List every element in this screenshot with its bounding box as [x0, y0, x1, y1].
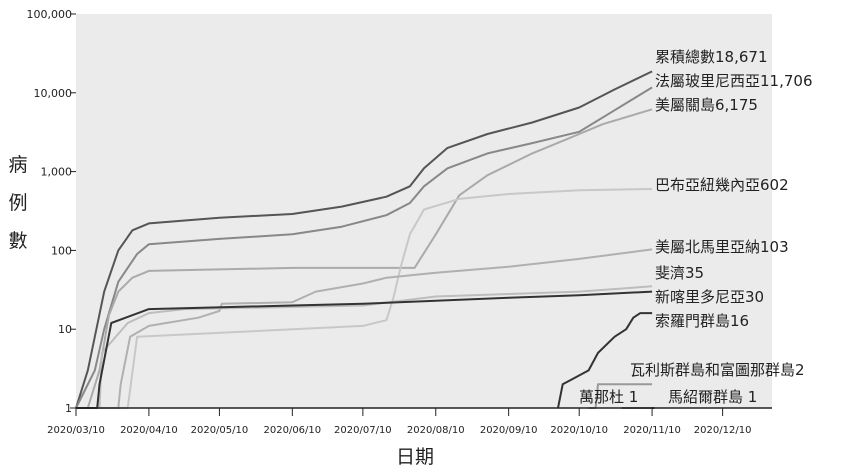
series-label-4: 巴布亞紐幾內亞602	[655, 176, 789, 194]
series-label-5: 美屬北馬里亞納103	[655, 238, 789, 256]
x-tick-label: 2020/11/10	[623, 425, 681, 436]
y-tick-label: 100	[51, 244, 72, 257]
y-tick-layer: 1 10 100 1,000 10,000 100,000	[27, 8, 76, 415]
series-label-7: 新喀里多尼亞30	[655, 288, 764, 306]
series-line-7	[76, 290, 653, 409]
series-line-4	[76, 188, 653, 409]
series-label-layer: 累積總數18,671 法屬玻里尼西亞11,706 美屬關島6,175 巴布亞紐幾內亞6…	[579, 48, 813, 406]
series-label-3: 美屬關島6,175	[655, 96, 758, 114]
y-tick-label: 10,000	[34, 87, 73, 100]
x-tick-layer: 2020/03/10 2020/04/10 2020/05/10 2020/06/10…	[47, 408, 751, 436]
x-tick-label: 2020/05/10	[191, 425, 249, 436]
y-tick-label: 1,000	[41, 166, 73, 179]
x-tick-label: 2020/12/10	[694, 425, 752, 436]
y-axis-title-char-2: 例	[8, 192, 28, 214]
y-axis-title-char-3: 數	[8, 230, 28, 252]
series-label-1: 累積總數18,671	[655, 48, 768, 66]
series-line-3	[76, 108, 653, 409]
x-tick-label: 2020/06/10	[264, 425, 322, 436]
y-tick-label: 10	[58, 323, 72, 336]
x-axis-title: 日期	[396, 446, 435, 468]
x-tick-label: 2020/04/10	[120, 425, 178, 436]
series-label-11: 馬紹爾群島 1	[668, 388, 757, 406]
series-line-2	[75, 86, 653, 409]
series-label-8: 索羅門群島16	[655, 312, 749, 330]
x-tick-label: 2020/03/10	[47, 425, 105, 436]
series-line-1	[75, 70, 653, 409]
series-label-9: 瓦利斯群島和富圖那群島2	[630, 361, 805, 379]
series-label-6: 斐濟35	[655, 264, 704, 282]
x-tick-label: 2020/09/10	[480, 425, 538, 436]
series-line-5	[76, 248, 653, 409]
series-label-10: 萬那杜 1	[579, 388, 638, 406]
y-tick-label: 1	[65, 402, 72, 415]
x-tick-label: 2020/10/10	[550, 425, 608, 436]
x-tick-label: 2020/08/10	[407, 425, 465, 436]
series-label-2: 法屬玻里尼西亞11,706	[655, 72, 813, 90]
x-tick-label: 2020/07/10	[334, 425, 392, 436]
y-tick-label: 100,000	[27, 8, 73, 21]
y-axis-title-char-1: 病	[8, 154, 28, 176]
series-line-8	[557, 312, 653, 409]
